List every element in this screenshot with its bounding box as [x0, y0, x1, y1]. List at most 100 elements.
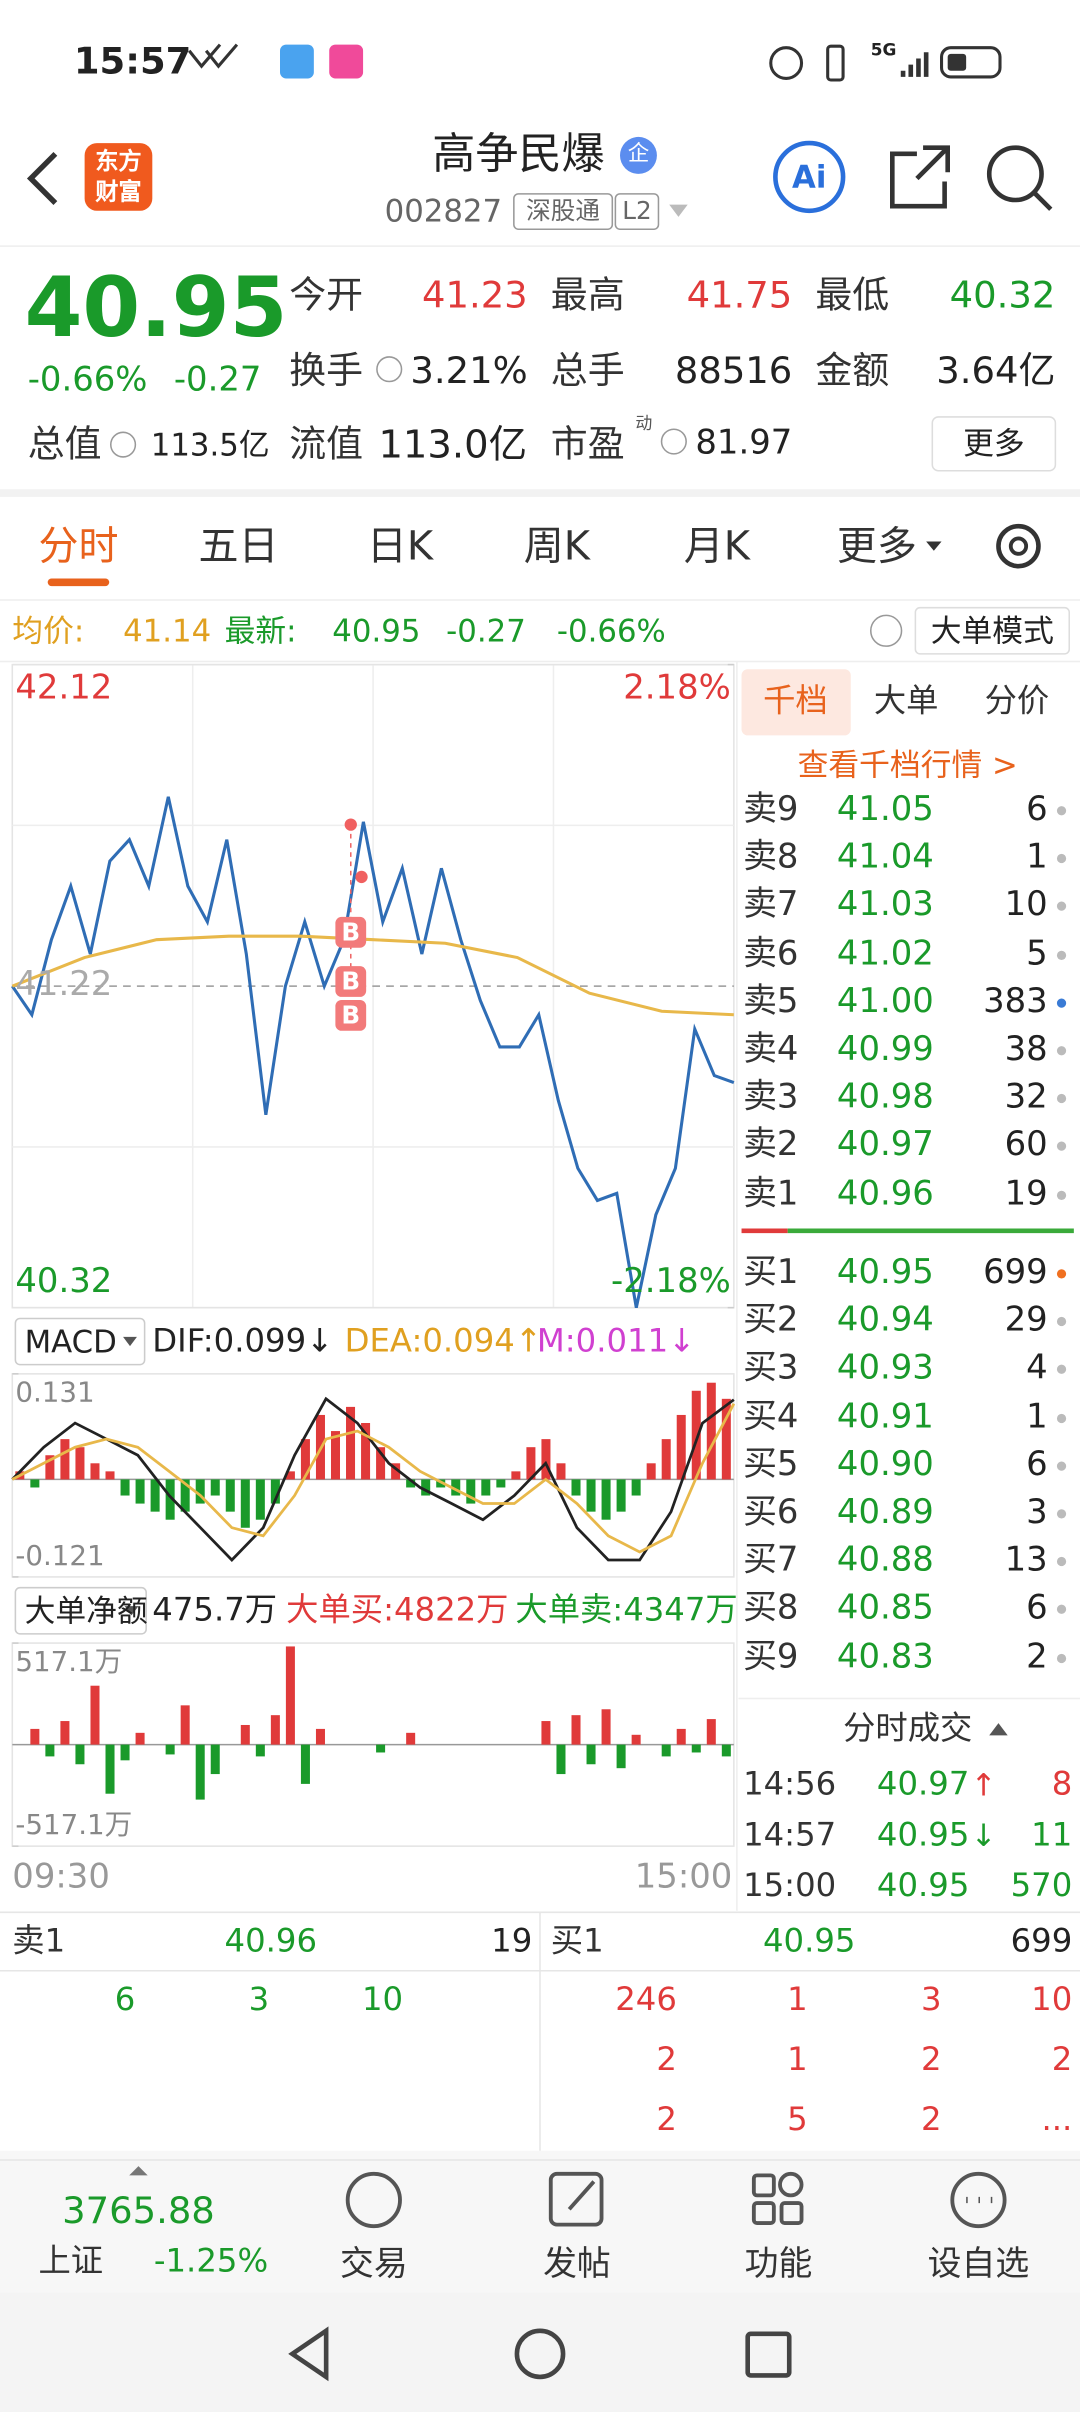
- bar: [571, 1715, 581, 1745]
- expand-arrow[interactable]: [129, 2166, 148, 2176]
- nav-back[interactable]: [288, 2326, 329, 2382]
- y-tick-label: 517.1万: [15, 1646, 123, 1679]
- book-label: 卖5: [743, 982, 799, 1022]
- bar: [195, 1479, 205, 1504]
- bar: [105, 1471, 115, 1480]
- trade-icon[interactable]: [345, 2171, 402, 2229]
- nav-item[interactable]: 交易: [339, 2246, 408, 2285]
- book-label: 卖8: [743, 838, 799, 878]
- book-label: 买2: [743, 1301, 799, 1341]
- ai-button[interactable]: [773, 140, 846, 214]
- app-icon: [329, 44, 364, 79]
- dropdown-arrow: [124, 1606, 139, 1616]
- book-tab[interactable]: 大单: [873, 682, 939, 720]
- book-label: 卖2: [743, 1126, 799, 1166]
- book-price: 40.99: [836, 1030, 934, 1070]
- nav-item[interactable]: 设自选: [927, 2246, 1030, 2285]
- function-icon[interactable]: [751, 2173, 776, 2198]
- avg-value: 41.14: [123, 612, 212, 650]
- field-value: 41.75: [686, 273, 793, 317]
- indicator-select[interactable]: [14, 1586, 147, 1635]
- bar: [466, 1479, 476, 1504]
- indicator-title[interactable]: MACD: [24, 1323, 117, 1361]
- share-button[interactable]: [890, 145, 951, 209]
- bar: [721, 1744, 731, 1757]
- queue-price: 40.95: [762, 1922, 856, 1960]
- ai-text[interactable]: Ai: [792, 158, 827, 196]
- period-tab[interactable]: 月K: [683, 524, 751, 571]
- post-icon[interactable]: [548, 2171, 604, 2227]
- queue-order: 10: [1031, 1980, 1073, 2018]
- mode-text[interactable]: 大单模式: [930, 612, 1054, 650]
- bar: [586, 1479, 596, 1512]
- nav-item[interactable]: 功能: [744, 2246, 813, 2285]
- book-price: 40.83: [836, 1637, 934, 1677]
- queue-order: 2: [920, 2100, 942, 2138]
- function-icon: [751, 2201, 776, 2226]
- field-sup: 动: [635, 413, 653, 434]
- indicator-value: M:0.011↓: [536, 1322, 696, 1360]
- nav-home[interactable]: [514, 2328, 566, 2380]
- expand-arrow[interactable]: [989, 1723, 1008, 1736]
- app-icon: [188, 43, 239, 69]
- stock-code: 002827: [384, 192, 503, 230]
- more-text[interactable]: 更多: [963, 424, 1025, 462]
- bar: [240, 1724, 250, 1745]
- tick-price: 40.95: [876, 1816, 970, 1854]
- queue-order: 6: [114, 1980, 136, 2018]
- book-tab[interactable]: 分价: [984, 682, 1050, 720]
- queue-order: 2: [1051, 2040, 1073, 2078]
- book-tab[interactable]: 千档: [763, 682, 828, 720]
- info-icon[interactable]: [376, 356, 403, 383]
- bar: [526, 1447, 536, 1480]
- period-tab[interactable]: 五日: [198, 524, 279, 571]
- period-tab[interactable]: 日K: [366, 524, 434, 571]
- book-price: 40.98: [836, 1078, 934, 1118]
- indicator-chart: [11, 1373, 736, 1578]
- indicator-line: [11, 1403, 736, 1554]
- period-tab[interactable]: 更多: [836, 524, 917, 571]
- more-button[interactable]: [931, 416, 1057, 472]
- nav-icons: [345, 2171, 1007, 2229]
- settings-button[interactable]: [996, 523, 1041, 569]
- latest-change-pct: -0.66%: [556, 612, 666, 650]
- avg-label: 均价:: [12, 612, 85, 650]
- indicator-select[interactable]: [14, 1317, 146, 1366]
- signal-icon: [900, 52, 929, 77]
- bar: [150, 1479, 160, 1512]
- back-button[interactable]: [26, 151, 58, 205]
- buy-marker-text: B: [341, 1000, 361, 1030]
- watchlist-icon[interactable]: [950, 2171, 1007, 2229]
- tick-volume: 8: [1051, 1765, 1073, 1803]
- bar: [451, 1479, 461, 1496]
- mode-button[interactable]: [914, 606, 1071, 655]
- dropdown-arrow: [926, 541, 942, 551]
- field-value: 81.97: [695, 424, 793, 463]
- queue-order: 10: [361, 1980, 404, 2018]
- dropdown-arrow[interactable]: [669, 204, 688, 217]
- period-tab[interactable]: 分时: [38, 524, 119, 571]
- book-link[interactable]: 查看千档行情 >: [797, 746, 1018, 784]
- index-value[interactable]: 3765.88: [62, 2188, 215, 2233]
- bar: [60, 1439, 70, 1480]
- y-tick-label: 42.12: [15, 669, 113, 708]
- nav-recent[interactable]: [745, 2331, 792, 2378]
- info-icon[interactable]: [660, 428, 687, 455]
- field-value: 113.0亿: [378, 421, 528, 467]
- tick-time: 14:56: [743, 1765, 837, 1803]
- bar: [556, 1744, 566, 1775]
- search-button[interactable]: [986, 145, 1044, 203]
- field-label: 市盈: [550, 422, 625, 466]
- price-line: [11, 934, 734, 1017]
- field-value: 41.23: [421, 273, 528, 317]
- nav-item[interactable]: 发帖: [543, 2246, 611, 2285]
- period-tab[interactable]: 周K: [523, 524, 591, 571]
- ticks-title[interactable]: 分时成交: [843, 1709, 973, 1747]
- queue-order: 1: [787, 1980, 808, 2018]
- help-icon[interactable]: [870, 614, 903, 647]
- bar: [75, 1744, 85, 1765]
- indicator-title[interactable]: 大单净额: [24, 1592, 148, 1630]
- info-icon[interactable]: [110, 431, 137, 458]
- bar: [135, 1479, 145, 1504]
- queue-order: 2: [656, 2100, 677, 2138]
